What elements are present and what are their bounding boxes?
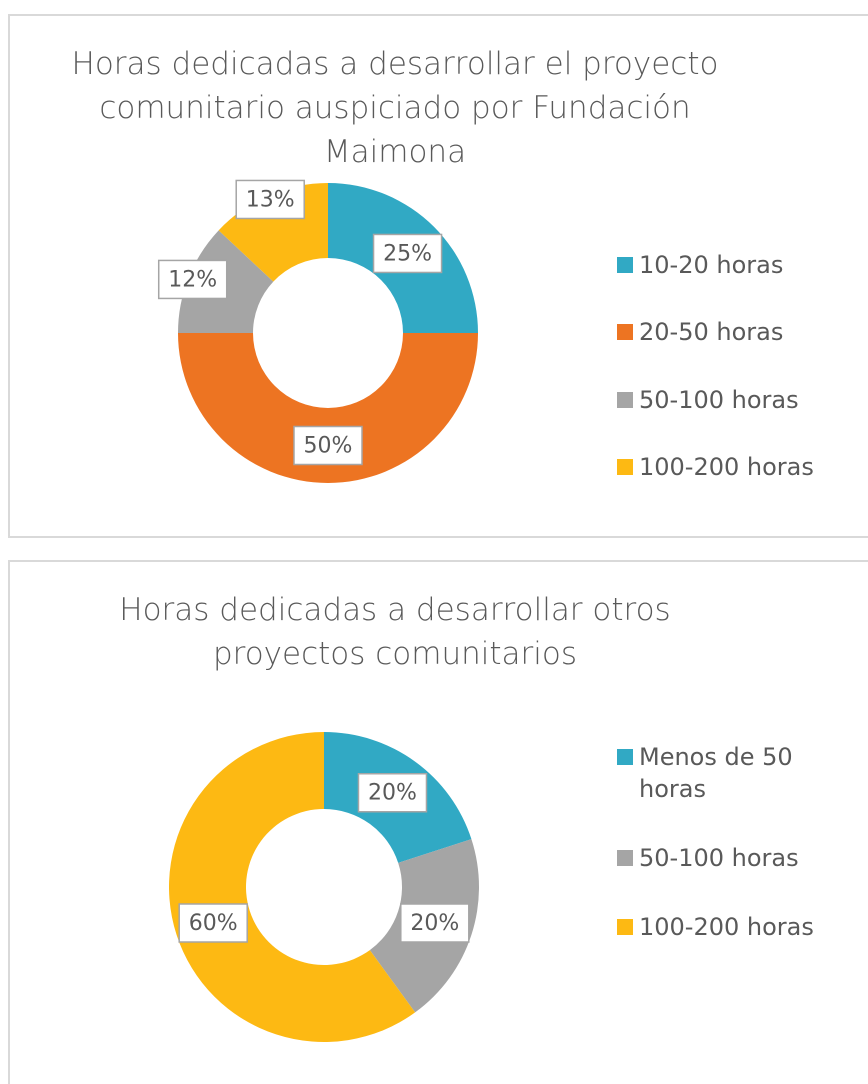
legend-swatch [617,459,633,476]
legend-item: 10-20 horas [617,249,868,281]
legend-text: 50-100 horas [639,385,799,414]
data-label: 60% [178,903,248,943]
label-text: 60% [189,911,238,936]
data-label: 20% [357,772,428,813]
legend-text: 50-100 horas [639,843,799,872]
data-label: 25% [372,233,443,274]
legend-swatch [617,324,633,341]
legend-text: 10-20 horas [639,250,784,279]
donut-chart: 20% 20% 60% [169,732,479,1042]
donut-segment [178,333,478,483]
label-text: 20% [368,781,417,806]
legend-item: 20-50 horas [617,316,868,348]
legend-text: 100-200 horas [639,453,814,482]
legend-swatch [617,919,633,936]
label-box [400,903,470,943]
legend-swatch [617,748,633,765]
legend-text: Menos de 50 horas [639,742,793,803]
label-text: 20% [410,911,459,936]
label-text: 25% [383,241,432,266]
label-box [178,903,248,943]
legend-text: 20-50 horas [639,318,784,347]
legend-item: 50-100 horas [617,842,868,874]
chart-panel: 20% 20% 60% Menos de 50 horas 50-100 horas 10… [8,560,868,1084]
label-box [157,259,228,300]
legend-item: Menos de 50 horas [617,741,868,805]
donut-chart: 25% 50% 12% 13% [157,179,478,483]
chart-title: Horas dedicadas a desarrollar el proyect… [71,46,719,170]
label-text: 50% [304,434,353,459]
legend-swatch [617,256,633,273]
legend-item: 100-200 horas [617,911,868,943]
legend-item: 50-100 horas [617,384,868,416]
chart-title: Horas dedicadas a desarrollar otros proy… [119,592,671,672]
label-box [357,772,428,813]
data-label: 50% [293,425,363,466]
label-box [235,179,305,220]
chart-panel: 25% 50% 12% 13% 10-20 horas 20-50 horas 50-100… [8,14,868,538]
label-box [372,233,443,274]
donut-segment [169,732,416,1042]
label-box [293,425,363,466]
legend-text: 100-200 horas [639,913,814,942]
data-label: 13% [235,179,305,220]
data-label: 12% [157,259,228,300]
legend-swatch [617,849,633,866]
legend: Menos de 50 horas 50-100 horas 100-200 hor… [617,722,868,962]
label-text: 12% [168,267,217,292]
data-label: 20% [400,903,470,943]
legend-swatch [617,391,633,408]
legend-item: 100-200 horas [617,451,868,483]
legend: 10-20 horas 20-50 horas 50-100 horas 100-20… [617,231,868,501]
label-text: 13% [246,187,295,212]
